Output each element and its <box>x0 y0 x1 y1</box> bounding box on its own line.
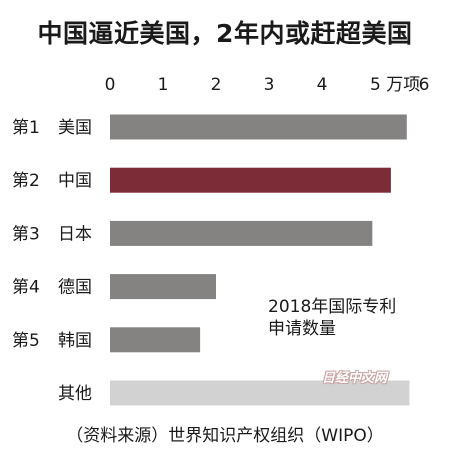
category-name-3: 日本 <box>58 224 92 244</box>
category-name-4: 德国 <box>58 278 92 298</box>
category-name-2: 中国 <box>58 171 92 191</box>
bar-3 <box>110 220 373 246</box>
bar-2 <box>110 167 391 193</box>
watermark-logo: 日经中文网 <box>322 371 388 386</box>
x-tick-label-3: 3 <box>264 75 275 95</box>
category-rank-4: 第4 <box>12 278 40 298</box>
x-tick-label-0: 0 <box>105 75 116 95</box>
x-tick-label-2: 2 <box>211 75 222 95</box>
category-rank-2: 第2 <box>12 171 40 191</box>
bar-4 <box>110 274 216 300</box>
annotation-line-2: 申请数量 <box>268 319 336 339</box>
bar-5 <box>110 327 201 353</box>
annotation-line-1: 2018年国际专利 <box>268 297 396 317</box>
category-rank-1: 第1 <box>12 118 40 138</box>
chart-title: 中国逼近美国，2年内或赶超美国 <box>37 19 413 48</box>
source-note: （资料来源）世界知识产权组织（WIPO） <box>66 426 384 446</box>
category-rank-5: 第5 <box>12 331 40 351</box>
bar-1 <box>110 114 407 140</box>
x-tick-label-4: 4 <box>317 75 328 95</box>
category-name-5: 韩国 <box>58 331 92 351</box>
x-tick-label-5: 5 万项 <box>370 75 420 95</box>
category-rank-3: 第3 <box>12 224 40 244</box>
category-name-6: 其他 <box>58 384 92 404</box>
x-tick-label-1: 1 <box>158 75 169 95</box>
category-name-1: 美国 <box>58 118 92 138</box>
bar-6 <box>110 380 410 406</box>
x-tick-label-6: 6 <box>419 75 430 95</box>
